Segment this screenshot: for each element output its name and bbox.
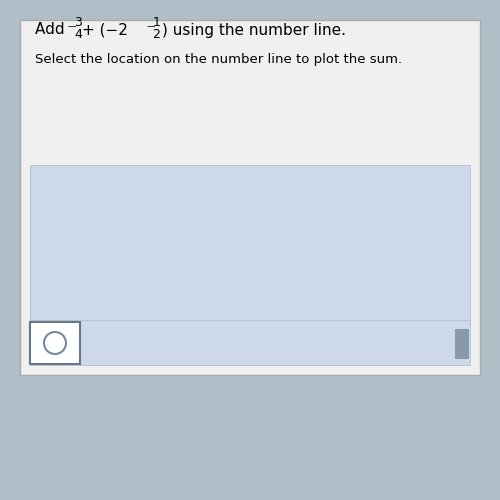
Text: 2: 2 [128,272,134,282]
Text: 0: 0 [246,262,254,276]
Text: 1: 1 [290,256,296,266]
Text: 2: 2 [386,272,393,282]
Text: -1: -1 [158,262,170,276]
Text: 1: 1 [128,256,134,266]
Text: Add: Add [35,22,70,38]
Text: -2: -2 [72,262,84,276]
Text: —: — [68,22,76,32]
Text: 2: 2 [152,28,160,40]
Text: 1: 1 [332,262,340,276]
Text: -: - [202,260,207,274]
Text: + (−2: + (−2 [82,22,128,38]
Text: 2: 2 [209,272,215,282]
Text: 1: 1 [372,260,380,272]
Text: Select the location on the number line to plot the sum.: Select the location on the number line t… [35,52,402,66]
Text: -1: -1 [108,260,120,272]
Text: ) using the number line.: ) using the number line. [162,22,346,38]
Text: 1: 1 [209,256,215,266]
Text: 3: 3 [74,16,82,29]
Text: 1: 1 [152,16,160,29]
Text: 2: 2 [418,262,426,276]
Text: 2: 2 [290,272,296,282]
Text: 1: 1 [386,256,393,266]
Text: —: — [146,22,155,32]
Text: 4: 4 [74,28,82,40]
